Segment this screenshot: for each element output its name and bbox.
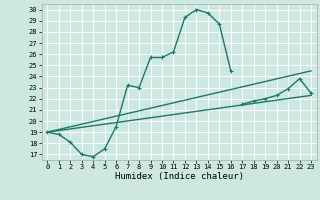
X-axis label: Humidex (Indice chaleur): Humidex (Indice chaleur) <box>115 172 244 181</box>
